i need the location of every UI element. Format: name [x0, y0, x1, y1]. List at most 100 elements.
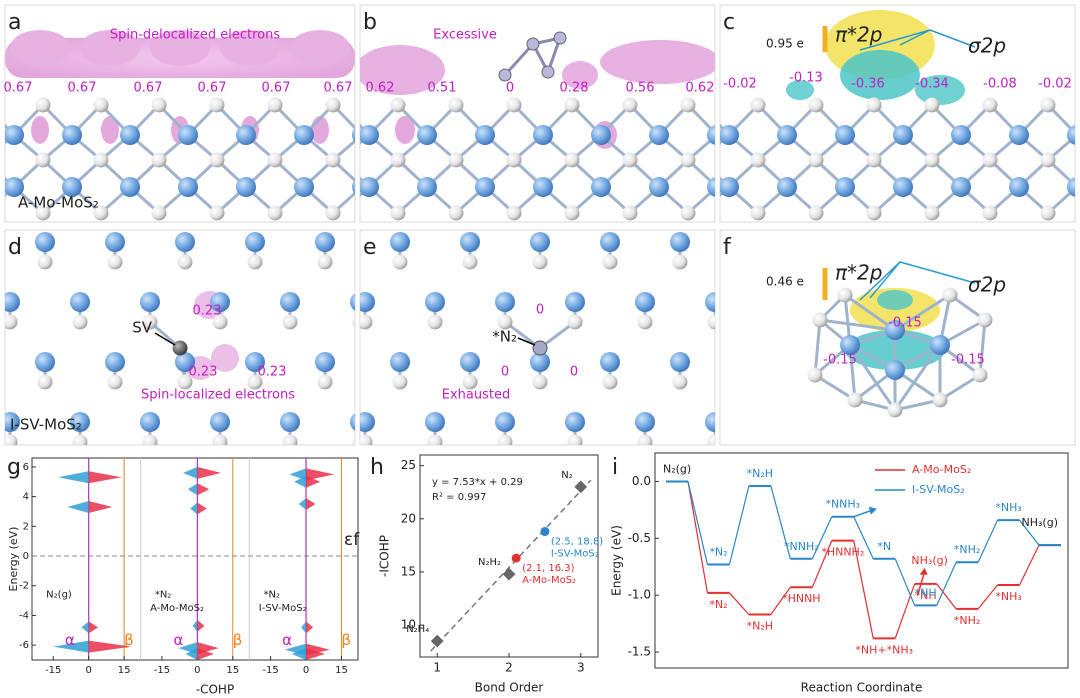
charge-label: -0.15 — [951, 353, 985, 368]
point — [430, 634, 444, 648]
mo-atom — [70, 292, 90, 312]
cohp-peak — [306, 468, 335, 481]
s-atom — [177, 374, 193, 390]
charge-label: 0 — [570, 365, 578, 380]
mo-atom — [35, 472, 55, 492]
density-lobe — [150, 30, 210, 66]
s-atom — [448, 152, 464, 168]
x-tick-label: -15 — [154, 665, 170, 676]
series-name: β — [124, 631, 134, 649]
state-label: *N₂H — [747, 467, 773, 480]
charge-label: 0.95 e — [766, 37, 804, 51]
cohp-peak — [197, 648, 214, 661]
charge-label: -0.08 — [983, 77, 1017, 92]
charge-label: 0.46 e — [766, 275, 804, 289]
cohp-peak — [197, 619, 205, 632]
mo-atom — [360, 177, 379, 197]
end-label: NH₃(g) — [1022, 516, 1058, 529]
s-atom — [142, 434, 158, 445]
charge-label: 0.67 — [262, 81, 291, 96]
state-label: *NH+*NH₃ — [855, 643, 913, 656]
pointer — [517, 337, 536, 346]
bond — [978, 319, 987, 376]
s-atom — [942, 287, 958, 303]
subplot-sublabel: I-SV-MoS₂ — [259, 603, 307, 614]
y-tick-label: 0 — [23, 551, 29, 562]
panel-letter: d — [8, 235, 22, 260]
s-atom — [392, 374, 408, 390]
mo-atom — [707, 125, 715, 145]
connector — [687, 481, 709, 594]
s-atom — [637, 434, 653, 445]
s-atom — [462, 254, 478, 270]
sigma-label: σ2p — [968, 273, 1006, 297]
s-atom — [325, 97, 341, 113]
orbital-lines — [859, 261, 976, 301]
n-bond — [503, 42, 535, 77]
cohp-peak — [187, 483, 198, 496]
s-atom — [977, 312, 993, 328]
mo-atom — [591, 125, 611, 145]
caption-label: Excessive — [433, 28, 497, 43]
cohp-peak — [197, 466, 221, 479]
mo-atom — [600, 352, 620, 372]
mo-atom — [5, 292, 20, 312]
s-atom — [564, 205, 580, 221]
s-atom — [887, 402, 903, 418]
mo-atom — [600, 232, 620, 252]
mo-atom — [475, 177, 495, 197]
charge-label: 0.67 — [68, 81, 97, 96]
bond — [844, 293, 896, 332]
s-atom — [680, 97, 696, 113]
s-atom — [622, 97, 638, 113]
s-atom — [982, 205, 998, 221]
s-atom — [151, 205, 167, 221]
s-atom — [390, 152, 406, 168]
annotation: NH₃(g) — [911, 554, 947, 567]
state-label: *NH — [915, 589, 937, 602]
charge-label: -0.36 — [851, 77, 885, 92]
x-tick-label: 0 — [86, 665, 92, 676]
state-label: *N₂ — [709, 598, 727, 611]
mo-atom — [649, 177, 669, 197]
s-atom — [93, 152, 109, 168]
panel-letter: a — [8, 10, 21, 35]
cohp-peak — [306, 621, 314, 634]
s-atom — [267, 152, 283, 168]
s-atom — [982, 152, 998, 168]
connector — [1019, 519, 1040, 546]
plot-frame — [31, 457, 359, 661]
mo-atom — [245, 472, 265, 492]
state-label: *NH₂ — [954, 543, 980, 556]
series-name: β — [341, 631, 351, 649]
mo-atom — [533, 125, 553, 145]
bond — [893, 344, 942, 411]
s-atom — [360, 434, 373, 445]
cohp-peak — [88, 640, 132, 653]
s-atom — [462, 374, 478, 390]
s-atom — [93, 205, 109, 221]
connector — [853, 540, 874, 639]
mo-atom — [670, 352, 690, 372]
mo-atom — [777, 125, 797, 145]
s-atom — [209, 205, 225, 221]
mo-atom — [390, 472, 410, 492]
mo-atom — [245, 232, 265, 252]
s-atom — [750, 152, 766, 168]
charge-label: -0.02 — [723, 77, 757, 92]
s-atom — [972, 367, 988, 383]
panel-letter: g — [7, 455, 21, 480]
s-atom — [707, 434, 715, 445]
charge-label: 0.51 — [428, 81, 457, 96]
mo-atom — [530, 232, 550, 252]
mo-atom — [62, 177, 82, 197]
state-label: *NH₂ — [954, 614, 980, 627]
n-atom — [498, 68, 512, 82]
s-atom — [427, 434, 443, 445]
y-tick-label: 15 — [401, 564, 416, 578]
bond — [894, 398, 941, 412]
panel — [5, 30, 355, 221]
s-atom — [672, 374, 688, 390]
s-atom — [532, 254, 548, 270]
